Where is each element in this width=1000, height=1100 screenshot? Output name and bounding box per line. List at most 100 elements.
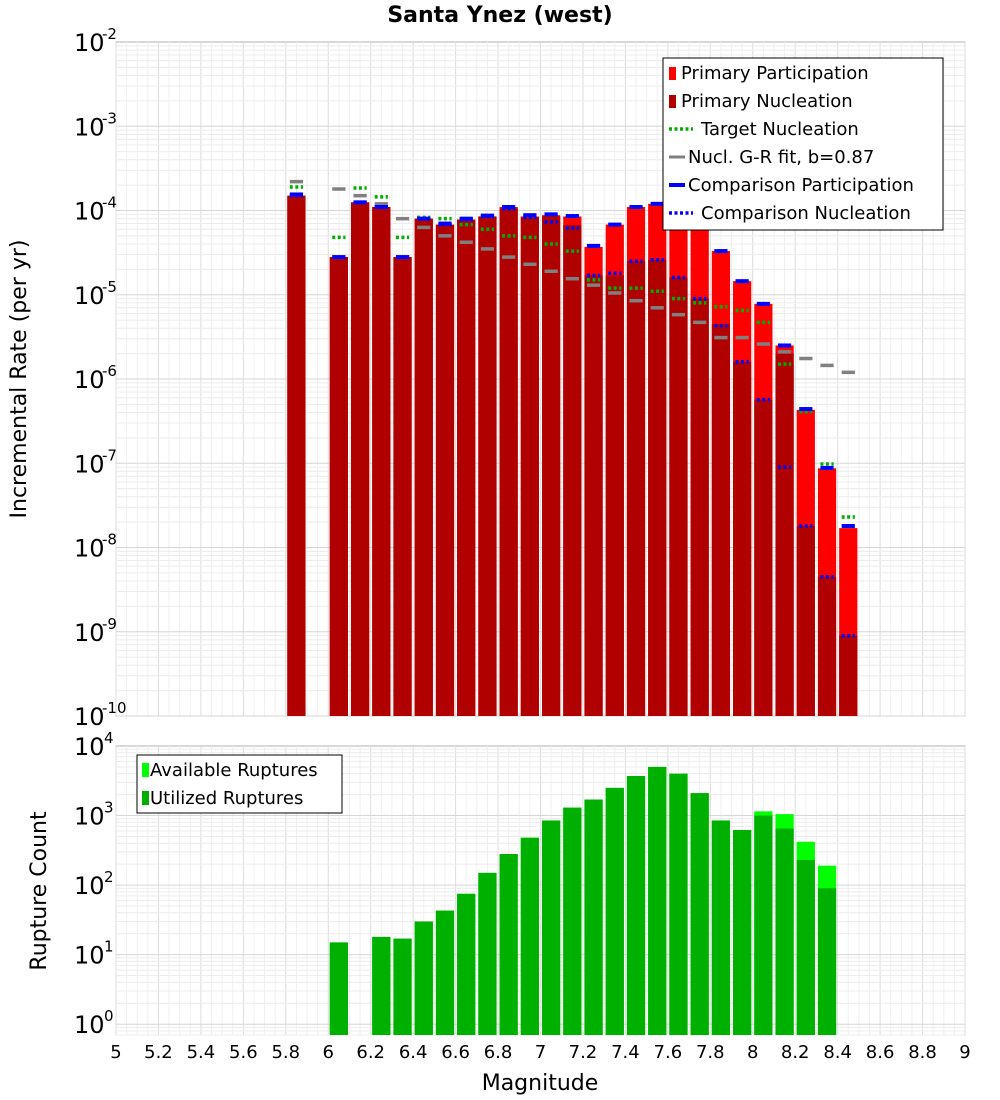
utilized-ruptures-bar — [414, 921, 433, 1035]
utilized-ruptures-bar — [372, 936, 391, 1035]
utilized-ruptures-bar — [393, 938, 412, 1035]
y-tick-label-base: 10 — [74, 703, 105, 731]
utilized-ruptures-bar — [457, 893, 476, 1035]
legend-label: Comparison Participation — [688, 175, 914, 196]
x-tick-label: 7.6 — [654, 1042, 683, 1063]
bottom-bars — [329, 766, 837, 1035]
top-legend: Primary Participation Primary Nucleation T… — [662, 57, 944, 231]
y-tick-label-base: 10 — [74, 1011, 105, 1039]
y-tick-label-base: 10 — [74, 450, 105, 478]
nucleation-bar — [542, 216, 561, 716]
x-tick-labels: 5 5.2 5.4 5.6 5.8 6 6.2 6.4 6.6 6.8 7 7.2 7.4 7.6 7.8 8… — [110, 1042, 970, 1063]
y-tick-label-base: 10 — [74, 803, 105, 831]
legend-swatch — [142, 763, 149, 777]
nucleation-bar — [350, 202, 370, 716]
x-tick-label: 7.4 — [611, 1042, 640, 1063]
nucleation-bar — [775, 353, 794, 716]
legend-swatch — [669, 95, 676, 108]
nucleation-bar — [733, 361, 752, 716]
nucleation-bar — [563, 225, 582, 716]
nucleation-bar — [393, 257, 412, 716]
nucleation-bar — [520, 217, 539, 716]
x-tick-label: 7 — [535, 1042, 546, 1063]
legend-box — [662, 57, 944, 231]
x-tick-label: 5.2 — [144, 1042, 173, 1063]
y-tick-label-exponent: -10 — [102, 699, 127, 717]
utilized-ruptures-bar — [690, 793, 709, 1035]
utilized-ruptures-bar — [605, 787, 624, 1035]
utilized-ruptures-bar — [669, 773, 688, 1035]
nucleation-bar — [711, 323, 731, 716]
y-tick-label-exponent: -2 — [102, 25, 117, 43]
y-tick-label-base: 10 — [74, 113, 105, 141]
x-tick-label: 6 — [323, 1042, 334, 1063]
top-tick-marks — [289, 179, 855, 638]
x-tick-label: 5 — [110, 1042, 121, 1063]
nucleation-bar — [605, 275, 624, 716]
top-bars — [287, 195, 858, 717]
x-tick-label: 5.8 — [271, 1042, 300, 1063]
top-y-axis-label: Incremental Rate (per yr) — [7, 240, 32, 519]
utilized-ruptures-bar — [775, 828, 794, 1035]
y-tick-label-exponent: 3 — [104, 799, 114, 817]
y-tick-label-base: 10 — [74, 733, 105, 761]
legend-label: Primary Participation — [681, 63, 869, 84]
x-tick-label: 6.6 — [441, 1042, 470, 1063]
nucleation-bar — [817, 576, 837, 716]
y-tick-label-exponent: 1 — [104, 938, 114, 956]
nucleation-bar — [648, 259, 667, 716]
y-tick-label-base: 10 — [74, 29, 105, 57]
x-tick-label: 6.8 — [484, 1042, 513, 1063]
utilized-ruptures-bar — [754, 815, 773, 1035]
y-tick-label-base: 10 — [74, 942, 105, 970]
nucleation-bar — [372, 207, 391, 716]
nucleation-bar — [626, 261, 646, 716]
legend-box — [136, 754, 343, 814]
utilized-ruptures-bar — [329, 942, 348, 1035]
bottom-y-axis-label: Rupture Count — [27, 811, 52, 971]
y-tick-label-exponent: -4 — [102, 194, 117, 212]
x-tick-label: 8.4 — [823, 1042, 852, 1063]
utilized-ruptures-bar — [817, 888, 837, 1035]
y-tick-label-exponent: -6 — [102, 362, 117, 380]
nucleation-bar — [669, 277, 688, 716]
y-tick-label-exponent: -5 — [102, 278, 117, 296]
x-tick-label: 5.6 — [229, 1042, 258, 1063]
nucleation-bar — [796, 525, 815, 716]
legend-label: Primary Nucleation — [681, 91, 853, 112]
x-tick-label: 8.8 — [908, 1042, 937, 1063]
utilized-ruptures-bar — [733, 829, 752, 1035]
legend-label: Nucl. G-R fit, b=0.87 — [688, 147, 874, 168]
x-tick-label: 5.4 — [187, 1042, 216, 1063]
utilized-ruptures-bar — [520, 837, 539, 1035]
legend-label: Utilized Ruptures — [150, 788, 303, 809]
utilized-ruptures-bar — [499, 854, 518, 1035]
legend-label: Target Nucleation — [700, 119, 859, 140]
chart-title: Santa Ynez (west) — [387, 3, 612, 28]
x-axis-label: Magnitude — [482, 1071, 599, 1096]
y-tick-label-base: 10 — [74, 872, 105, 900]
nucleation-bar — [839, 635, 858, 716]
y-tick-label-exponent: -3 — [102, 109, 117, 127]
y-tick-label-base: 10 — [74, 282, 105, 310]
nucleation-bar — [499, 208, 518, 717]
x-tick-label: 8.6 — [866, 1042, 895, 1063]
legend-label: Available Ruptures — [150, 760, 318, 781]
utilized-ruptures-bar — [542, 820, 561, 1035]
nucleation-bar — [754, 399, 773, 716]
y-tick-label-exponent: -8 — [102, 531, 117, 549]
x-tick-label: 7.2 — [569, 1042, 598, 1063]
nucleation-bar — [435, 224, 455, 716]
nucleation-bar — [690, 298, 709, 716]
utilized-ruptures-bar — [796, 859, 815, 1035]
nucleation-bar — [584, 275, 603, 716]
nucleation-bar — [478, 216, 497, 716]
legend-label: Comparison Nucleation — [701, 203, 911, 224]
x-tick-label: 6.4 — [399, 1042, 428, 1063]
y-tick-label-exponent: 0 — [104, 1007, 114, 1025]
utilized-ruptures-bar — [711, 820, 731, 1035]
x-tick-label: 6.2 — [356, 1042, 385, 1063]
